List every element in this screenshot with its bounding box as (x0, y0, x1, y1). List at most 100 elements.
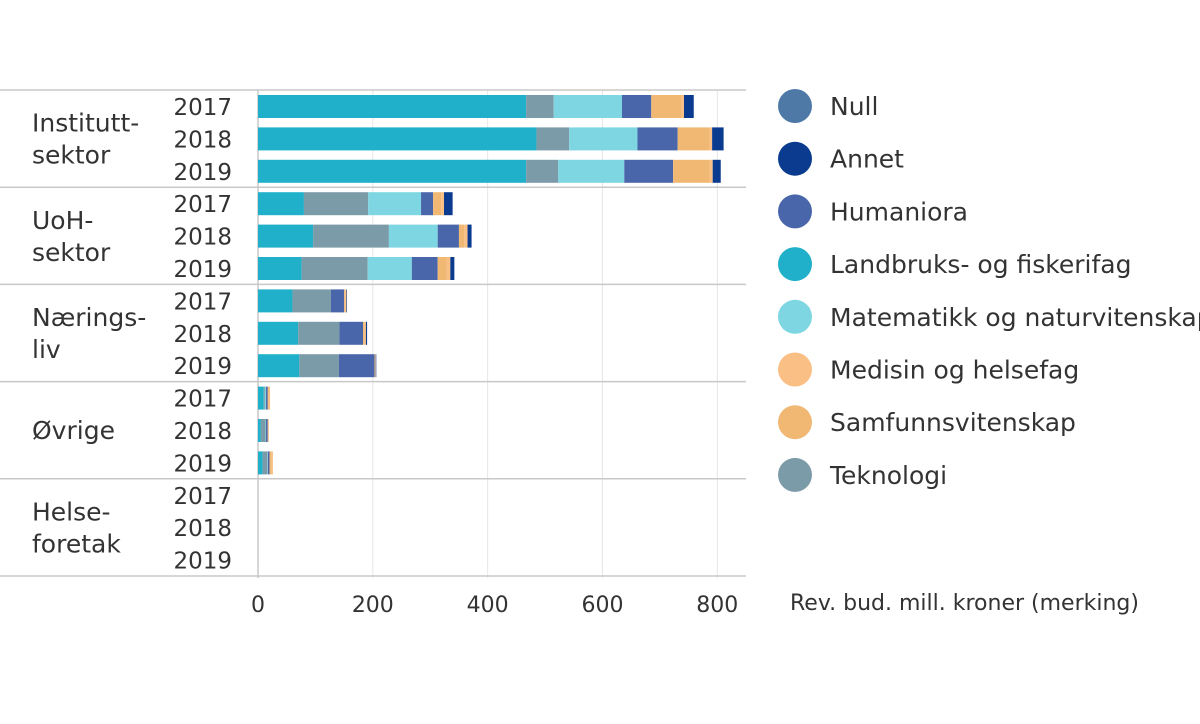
bar-segment (467, 224, 472, 248)
bar-segment (569, 127, 638, 151)
bar-segment (673, 159, 710, 183)
x-tick-label: 400 (467, 593, 509, 618)
bar-segment (421, 192, 434, 216)
year-label: 2017 (173, 192, 232, 218)
bar-segment (681, 95, 684, 118)
year-label: 2019 (173, 257, 232, 283)
year-label: 2018 (173, 516, 232, 542)
legend-swatch (778, 89, 812, 123)
bar-segment (292, 289, 331, 313)
year-label: 2017 (173, 484, 232, 510)
bar-segment (330, 289, 345, 313)
bar-segment (364, 321, 366, 345)
legend-label: Null (830, 92, 878, 121)
bar-segment (258, 419, 261, 442)
year-label: 2018 (173, 419, 232, 445)
bar-segment (258, 321, 299, 345)
bar-segment (258, 451, 263, 475)
bar-segment (267, 451, 270, 475)
legend-swatch (778, 299, 812, 334)
legend-swatch (778, 405, 812, 440)
bar-segment (268, 386, 271, 410)
bar-segment (375, 354, 376, 378)
bar-segment (258, 159, 527, 183)
x-tick-label: 800 (696, 593, 738, 618)
group-label: Øvrige (32, 416, 115, 445)
x-tick-label: 600 (581, 593, 623, 618)
bar-segment (651, 95, 682, 118)
bar-segment (266, 419, 268, 442)
legend-swatch (778, 247, 812, 282)
legend-label: Landbruks- og fiskerifag (830, 250, 1132, 279)
legend-label: Matematikk og naturvitenskap (830, 303, 1200, 332)
bar-segment (299, 354, 339, 378)
bar-segment (298, 321, 340, 345)
bar-segment (339, 321, 364, 345)
x-tick-label: 0 (251, 593, 265, 618)
legend-label: Teknologi (829, 461, 947, 490)
bar-segment (683, 95, 694, 118)
legend-label: Humaniora (830, 197, 968, 226)
legend-swatch (778, 141, 812, 176)
bar-segment (258, 386, 264, 410)
bar-segment (536, 127, 570, 151)
bar-segment (271, 451, 273, 475)
bar-segment (267, 386, 269, 410)
bar-segment (712, 127, 724, 151)
year-label: 2017 (173, 387, 232, 413)
bar-segment (433, 192, 442, 216)
bar-segment (712, 159, 721, 183)
bar-segment (262, 451, 268, 475)
bar-segment (267, 451, 268, 475)
legend-swatch (778, 457, 812, 492)
group-label: UoH-sektor (32, 206, 111, 267)
bar-segment (263, 386, 265, 410)
bar-segment (258, 192, 304, 216)
bar-segment (268, 419, 269, 442)
bar-segment (624, 159, 674, 183)
year-label: 2017 (173, 95, 232, 121)
legend-label: Samfunnsvitenskap (830, 408, 1076, 437)
year-label: 2019 (173, 354, 232, 380)
bar-segment (365, 321, 368, 345)
group-label: Institutt-sektor (32, 109, 139, 170)
bar-segment (346, 289, 347, 313)
bar-segment (526, 95, 554, 118)
bar-segment (266, 386, 268, 410)
bar-segment (367, 257, 412, 280)
bar-segment (269, 451, 272, 475)
bar-segment (444, 192, 453, 216)
bar-segment (258, 95, 527, 118)
bar-segment (446, 257, 451, 280)
bar-segment (303, 192, 369, 216)
bar-segment (374, 354, 376, 378)
year-label: 2019 (173, 160, 232, 186)
bar-segment (677, 127, 710, 151)
bar-segment (553, 95, 622, 118)
bar-segment (464, 224, 468, 248)
year-label: 2019 (173, 549, 232, 575)
bar-segment (338, 354, 375, 378)
bar-segment (258, 224, 314, 248)
bar-segment (344, 289, 346, 313)
bar-segment (258, 354, 300, 378)
x-axis-title: Rev. bud. mill. kroner (merking) (790, 591, 1139, 616)
bar-segment (258, 289, 293, 313)
bar-segment (375, 354, 377, 378)
bar-segment (637, 127, 678, 151)
bar-segment (709, 159, 713, 183)
bar-segment (313, 224, 389, 248)
bar-segment (264, 386, 267, 410)
group-label: Helse-foretak (32, 497, 121, 558)
bar-segment (450, 257, 455, 280)
bar-segment (709, 127, 713, 151)
year-label: 2018 (173, 322, 232, 348)
bar-segment (441, 192, 445, 216)
bar-segment (301, 257, 368, 280)
bar-segment (260, 419, 266, 442)
year-label: 2017 (173, 289, 232, 315)
bar-segment (437, 224, 459, 248)
bar-segment (621, 95, 652, 118)
